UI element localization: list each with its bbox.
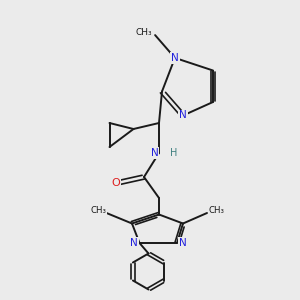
Text: CH₃: CH₃ [208, 206, 224, 215]
Text: N: N [179, 110, 187, 121]
Text: N: N [151, 148, 158, 158]
Text: N: N [171, 53, 179, 63]
Text: O: O [111, 178, 120, 188]
Text: H: H [170, 148, 178, 158]
Text: N: N [178, 238, 186, 248]
Text: N: N [130, 238, 138, 248]
Text: CH₃: CH₃ [136, 28, 152, 37]
Text: CH₃: CH₃ [91, 206, 106, 215]
